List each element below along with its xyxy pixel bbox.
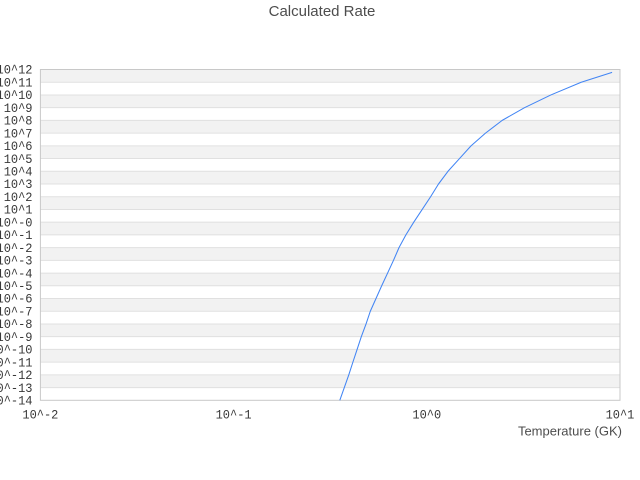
svg-text:10^6: 10^6 (4, 139, 33, 154)
svg-text:10^4: 10^4 (4, 164, 33, 179)
svg-text:10^8: 10^8 (4, 114, 33, 129)
svg-text:10^2: 10^2 (4, 190, 33, 205)
svg-text:10^9: 10^9 (4, 101, 33, 116)
svg-text:10^-9: 10^-9 (0, 330, 33, 345)
svg-text:10^-14: 10^-14 (0, 394, 33, 409)
svg-text:Temperature (GK): Temperature (GK) (518, 424, 622, 439)
svg-text:10^-8: 10^-8 (0, 317, 33, 332)
svg-text:10^-5: 10^-5 (0, 279, 33, 294)
svg-text:10^-6: 10^-6 (0, 292, 33, 307)
svg-text:10^1: 10^1 (4, 203, 33, 218)
svg-text:10^-2: 10^-2 (0, 241, 33, 256)
svg-text:10^-7: 10^-7 (0, 304, 33, 319)
svg-text:10^-12: 10^-12 (0, 368, 33, 383)
svg-text:10^12: 10^12 (0, 63, 33, 78)
svg-text:10^1: 10^1 (606, 407, 635, 422)
svg-text:10^-3: 10^-3 (0, 254, 33, 269)
svg-text:10^-2: 10^-2 (22, 407, 58, 422)
svg-text:10^-13: 10^-13 (0, 381, 33, 396)
svg-text:10^5: 10^5 (4, 152, 33, 167)
svg-text:10^7: 10^7 (4, 126, 33, 141)
svg-text:10^0: 10^0 (412, 407, 441, 422)
svg-text:Calculated Rate: Calculated Rate (269, 3, 376, 20)
svg-text:10^3: 10^3 (4, 177, 33, 192)
svg-text:10^11: 10^11 (0, 75, 33, 90)
svg-text:10^-1: 10^-1 (216, 407, 252, 422)
svg-text:10^10: 10^10 (0, 88, 33, 103)
svg-text:10^-0: 10^-0 (0, 215, 33, 230)
svg-text:10^-1: 10^-1 (0, 228, 33, 243)
svg-text:10^-11: 10^-11 (0, 355, 33, 370)
svg-text:10^-10: 10^-10 (0, 343, 33, 358)
svg-text:10^-4: 10^-4 (0, 266, 33, 281)
